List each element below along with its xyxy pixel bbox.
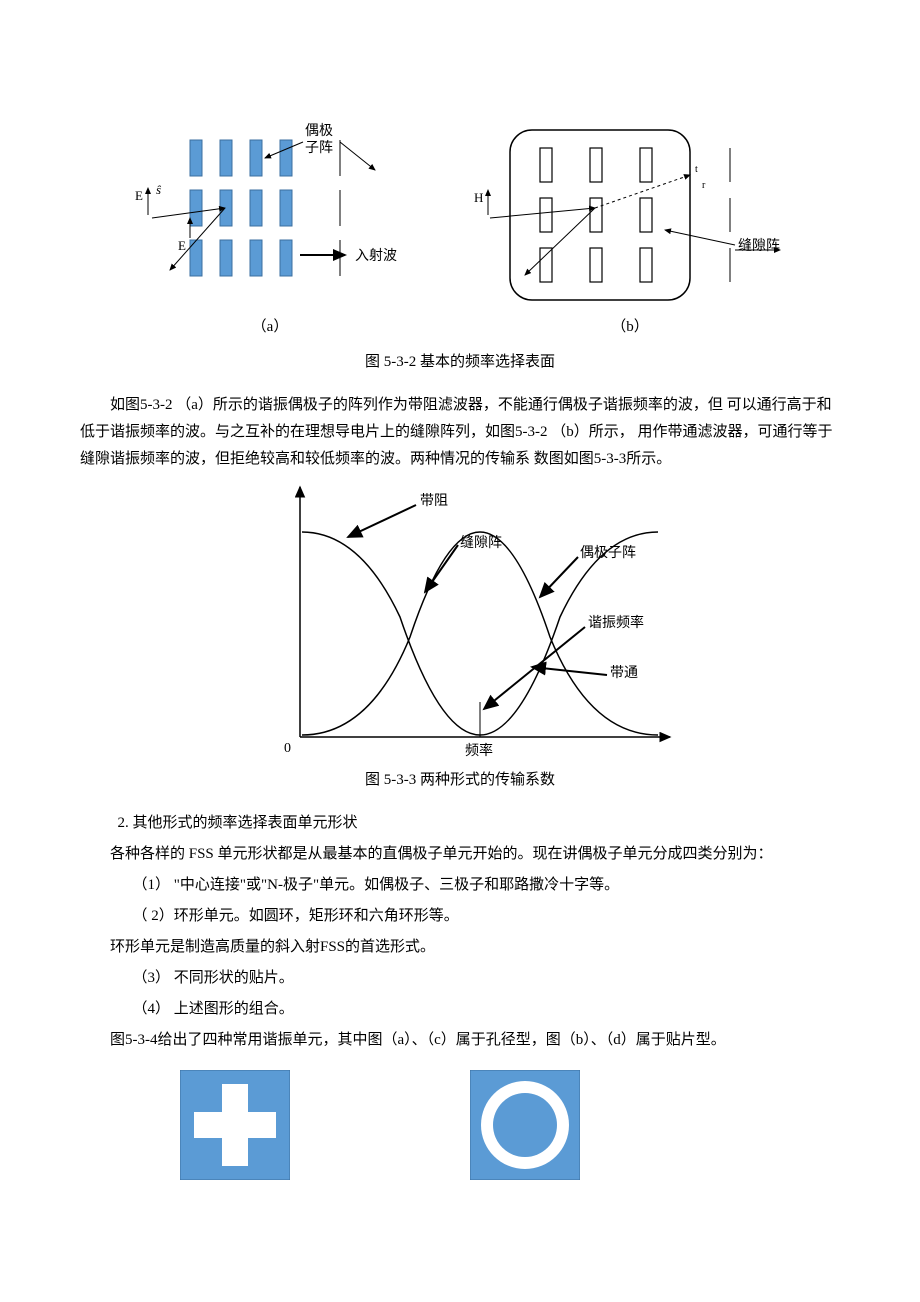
shape-cross <box>180 1070 290 1180</box>
fig-a-container: 偶极 子阵 E ŝ E 入射波 （a） <box>130 120 410 341</box>
item-3: （3） 不同形状的贴片。 <box>80 965 840 992</box>
item-2: （ 2）环形单元。如圆环，矩形环和六角环形等。 <box>80 903 840 930</box>
paragraph-3: 环形单元是制造高质量的斜入射FSS的首选形式。 <box>80 934 840 961</box>
paragraph-1: 如图5-3-2 （a）所示的谐振偶极子的阵列作为带阻滤波器，不能通行偶极子谐振频… <box>80 392 840 473</box>
paragraph-2: 各种各样的 FSS 单元形状都是从最基本的直偶极子单元开始的。现在讲偶极子单元分… <box>80 841 840 868</box>
label-resonant: 谐振频率 <box>588 614 644 631</box>
origin-label: 0 <box>284 741 291 756</box>
label-E2: E <box>178 238 186 253</box>
label-dipole-1: 偶极 <box>305 123 333 139</box>
label-bandstop: 带阻 <box>420 493 448 509</box>
xlabel: 频率 <box>465 742 493 759</box>
paragraph-4: 图5-3-4给出了四种常用谐振单元，其中图（a）、（c）属于孔径型，图（b）、（… <box>80 1027 840 1054</box>
section2-title: 2. 其他形式的频率选择表面单元形状 <box>80 810 840 837</box>
label-bandpass: 带通 <box>610 665 638 681</box>
label-dipolearr: 偶极子阵 <box>580 545 636 561</box>
fig-b-sub: （b） <box>470 314 790 341</box>
label-slotarr: 缝隙阵 <box>460 535 502 551</box>
label-dipole-2: 子阵 <box>305 140 333 156</box>
item-1: （1） "中心连接"或"N-极子"单元。如偶极子、三极子和耶路撒冷十字等。 <box>80 872 840 899</box>
shapes-row <box>80 1070 840 1180</box>
label-H: H <box>474 190 483 205</box>
figure-5-3-2: 偶极 子阵 E ŝ E 入射波 （a） <box>80 120 840 341</box>
label-E: E <box>135 188 143 203</box>
label-S: ŝ <box>156 182 162 197</box>
svg-text:r: r <box>702 180 706 191</box>
svg-text:t: t <box>695 164 698 175</box>
shape-ring <box>470 1070 580 1180</box>
fig-a-sub: （a） <box>130 314 410 341</box>
fig-5-3-3-caption: 图 5-3-3 两种形式的传输系数 <box>80 767 840 794</box>
item-4: （4） 上述图形的组合。 <box>80 996 840 1023</box>
fig-b-svg: H t r 缝隙阵 <box>470 120 790 310</box>
fig-a-svg: 偶极 子阵 E ŝ E 入射波 <box>130 120 410 310</box>
fig-5-3-3-svg: 0 频率 带阻 缝隙阵 偶极子阵 谐振频率 带通 <box>220 477 700 767</box>
label-incident: 入射波 <box>355 248 397 264</box>
fig-b-container: H t r 缝隙阵 （b） <box>470 120 790 341</box>
fig-5-3-2-caption: 图 5-3-2 基本的频率选择表面 <box>80 349 840 376</box>
label-slot: 缝隙阵 <box>738 238 780 254</box>
